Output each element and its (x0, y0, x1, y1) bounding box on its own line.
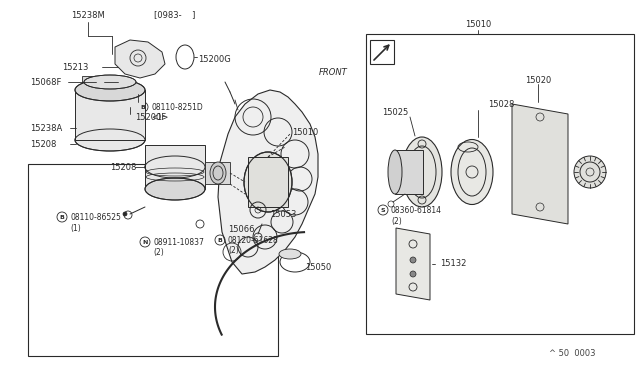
Circle shape (410, 271, 416, 277)
Ellipse shape (244, 152, 292, 212)
Ellipse shape (145, 178, 205, 200)
Text: 15238M: 15238M (71, 10, 105, 19)
Bar (366, 34, 634, 334)
Ellipse shape (388, 150, 402, 194)
Text: (2): (2) (153, 248, 164, 257)
Text: B: B (141, 105, 145, 109)
Polygon shape (396, 228, 430, 300)
Text: 15213: 15213 (62, 62, 88, 71)
Bar (82, 76, 96, 88)
Ellipse shape (402, 137, 442, 207)
Text: 08911-10837: 08911-10837 (153, 237, 204, 247)
Bar (145, 145, 205, 189)
Text: (2): (2) (228, 247, 239, 256)
Text: 15200G: 15200G (198, 55, 231, 64)
Text: 08360-61814: 08360-61814 (391, 205, 442, 215)
Ellipse shape (451, 140, 493, 205)
Bar (395, 150, 423, 194)
Text: B: B (218, 237, 223, 243)
Text: 15020: 15020 (525, 76, 551, 84)
Text: 15050: 15050 (305, 263, 332, 272)
Text: 15238A: 15238A (30, 124, 62, 132)
Bar (248, 157, 288, 207)
Text: 15053: 15053 (270, 209, 296, 218)
Text: 15208: 15208 (30, 140, 56, 148)
Text: 08120-61628: 08120-61628 (228, 235, 279, 244)
Text: 15066: 15066 (228, 224, 255, 234)
Text: 15028: 15028 (488, 99, 515, 109)
Text: (1): (1) (70, 224, 81, 232)
Text: FRONT: FRONT (319, 67, 348, 77)
Text: 15068F: 15068F (30, 77, 61, 87)
Text: [0983-    ]: [0983- ] (154, 10, 196, 19)
Ellipse shape (84, 75, 136, 89)
Text: N: N (142, 240, 148, 244)
Text: 15025: 15025 (382, 108, 408, 116)
Ellipse shape (574, 156, 606, 188)
Circle shape (410, 257, 416, 263)
Ellipse shape (279, 249, 301, 259)
Bar (28, 164, 278, 356)
Bar (75, 90, 145, 140)
Text: (2): (2) (391, 217, 402, 225)
Text: <1>: <1> (151, 112, 168, 122)
Bar (370, 40, 394, 64)
Text: 15010: 15010 (292, 128, 318, 137)
Text: 08110-86525: 08110-86525 (70, 212, 121, 221)
Text: ^ 50  0003: ^ 50 0003 (548, 350, 595, 359)
Ellipse shape (75, 129, 145, 151)
Ellipse shape (210, 162, 226, 184)
Ellipse shape (145, 156, 205, 178)
Polygon shape (512, 104, 568, 224)
Text: 15010: 15010 (465, 19, 491, 29)
Polygon shape (115, 40, 165, 78)
Bar (205, 162, 230, 184)
Polygon shape (218, 90, 318, 274)
Circle shape (123, 212, 127, 216)
Text: 15132: 15132 (440, 260, 467, 269)
Text: 15200F: 15200F (135, 112, 166, 122)
Text: 08110-8251D: 08110-8251D (151, 103, 203, 112)
Bar (96, 77, 104, 87)
Ellipse shape (75, 79, 145, 101)
Text: 15208: 15208 (110, 163, 136, 171)
Text: B: B (60, 215, 65, 219)
Text: S: S (381, 208, 385, 212)
